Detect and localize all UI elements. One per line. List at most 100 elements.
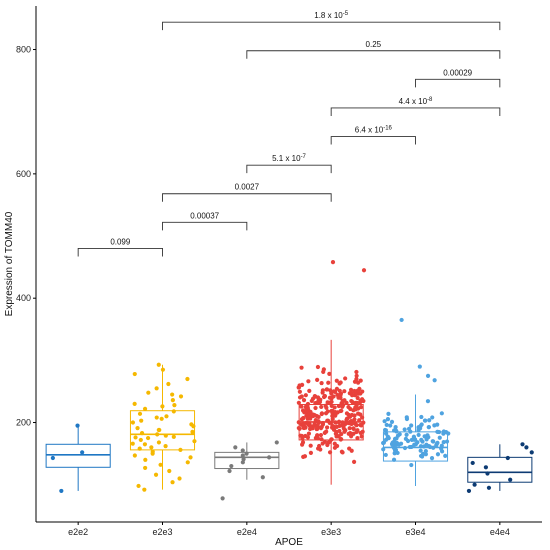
point-e3e4 [395,433,401,438]
point-e3e3 [359,434,364,439]
point-e3e3 [331,394,336,399]
point-e3e4 [393,447,399,453]
point-e2e3 [190,429,195,434]
point-e3e4 [406,426,412,431]
point-e4e4 [486,485,492,490]
point-e3e3 [352,413,357,418]
p-value-exponent: -5 [343,11,349,17]
point-e3e3 [352,388,357,394]
point-e3e4 [404,432,409,437]
point-e3e3 [301,421,306,426]
point-e3e3 [319,380,324,386]
point-e3e3 [357,418,362,423]
p-value-base: 1.8 x 10 [314,11,343,20]
bracket-line [162,221,248,231]
point-e3e3 [315,364,321,370]
point-e2e3 [185,376,190,382]
point-e2e3 [154,415,159,420]
point-e2e3 [150,451,155,456]
point-e3e3 [336,419,342,424]
point-e3e3 [361,398,366,404]
point-e3e3 [321,369,326,375]
point-e3e4 [418,448,423,453]
comparison-bracket: 6.4 x 10-16 [330,126,416,145]
point-e2e3 [153,472,159,477]
point-e3e4 [409,462,414,468]
point-e3e4 [390,440,395,445]
point-e3e3 [346,431,351,436]
point-e3e4 [439,411,444,416]
bracket-line [246,50,501,59]
point-e2e3 [130,441,135,446]
x-tick-label: e3e4 [405,527,425,537]
p-value-label: 0.00029 [443,68,472,77]
point-e3e4 [391,457,397,462]
bracket-line [162,193,332,202]
point-e3e3 [354,369,359,375]
p-value-exponent: -16 [383,126,392,132]
point-e2e4 [240,453,245,458]
point-e3e4 [389,419,395,424]
point-e3e3 [330,408,335,413]
point-e2e3 [142,406,148,411]
p-value-label: 0.25 [366,40,382,49]
point-e2e3 [164,414,169,419]
point-e3e3 [340,423,345,428]
point-e3e3 [301,425,307,431]
point-e3e3 [297,389,302,394]
point-e2e3 [172,403,177,408]
point-e3e3 [300,436,305,441]
point-e3e4 [422,434,427,439]
point-e3e3 [300,442,305,447]
point-e3e3 [325,442,330,448]
x-tick-label: e2e2 [68,527,88,537]
point-e3e3 [322,394,327,399]
comparison-bracket: 1.8 x 10-5 [162,11,501,31]
point-e3e3 [333,412,338,417]
point-e3e4 [409,444,414,450]
point-e3e3 [320,388,325,393]
point-e4e4 [529,450,534,455]
point-e3e4 [431,445,436,450]
point-e3e4 [399,317,404,323]
point-e3e3 [330,260,336,265]
p-value-base: 0.00029 [443,68,472,77]
point-e4e4 [483,465,488,470]
point-e3e4 [446,431,451,436]
point-e2e3 [142,442,148,447]
point-e2e4 [260,475,265,480]
point-e3e3 [311,413,316,418]
point-e3e3 [333,389,338,394]
point-e3e4 [413,442,419,447]
point-e4e4 [470,460,475,466]
point-e3e4 [416,426,421,431]
x-tick-label: e3e3 [321,527,341,537]
point-e3e3 [327,395,333,400]
p-value-label: 1.8 x 10-5 [314,11,348,20]
p-value-label: 0.0027 [235,183,260,192]
point-e3e4 [402,427,407,432]
y-tick-label: 800 [16,45,31,55]
comparison-bracket: 0.00029 [415,68,501,88]
point-e3e3 [358,422,363,428]
point-e3e4 [381,440,386,446]
point-e2e3 [170,392,175,397]
point-e3e3 [361,268,367,273]
point-e3e3 [314,423,320,429]
point-e3e3 [332,441,337,446]
comparison-bracket: 4.4 x 10-8 [330,97,501,116]
point-e3e4 [419,414,424,420]
bracket-line [246,164,332,174]
point-e2e3 [163,433,168,438]
x-axis-title: APOE [275,537,303,548]
point-e2e3 [188,455,193,460]
point-e3e4 [381,447,386,452]
axes: 200 400 600 800 e2e2 e2e3 e2e4 e3e3 e3e4 e4e4 [16,6,542,537]
point-e2e3 [171,409,176,414]
point-e3e3 [315,433,320,438]
y-tick-label: 600 [16,169,31,179]
point-e2e3 [137,411,143,416]
point-e3e3 [354,400,360,406]
point-e3e4 [383,431,389,436]
point-e3e3 [304,413,309,418]
